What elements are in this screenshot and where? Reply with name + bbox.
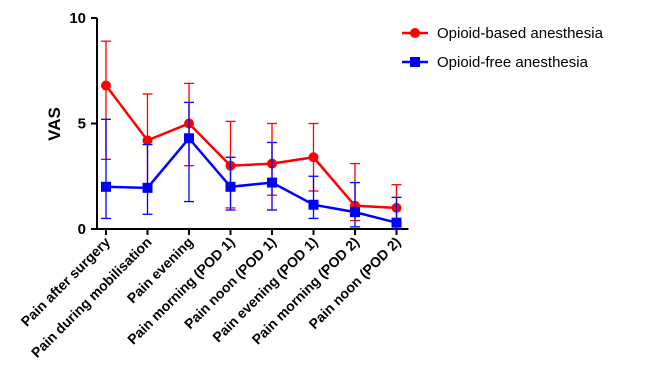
data-point-series-2 <box>350 207 360 218</box>
data-point-series-2 <box>267 177 277 188</box>
y-tick-label: 10 <box>69 10 86 27</box>
series-line-1 <box>105 84 397 210</box>
legend-marker-series-2 <box>410 57 420 67</box>
legend-marker-series-1 <box>410 28 420 38</box>
data-point-series-2 <box>225 181 236 192</box>
y-tick-label: 5 <box>78 116 86 133</box>
data-point-series-2 <box>142 182 153 193</box>
legend-label-series-1: Opioid-based anesthesia <box>437 25 604 42</box>
data-point-series-1 <box>308 152 319 163</box>
y-axis-label: VAS <box>45 107 64 141</box>
data-point-series-2 <box>308 199 319 210</box>
data-point-series-1 <box>142 135 153 146</box>
legend-label-series-2: Opioid-free anesthesia <box>437 54 589 71</box>
data-point-series-2 <box>391 217 402 228</box>
series-line-2 <box>105 136 397 224</box>
data-point-series-2 <box>101 181 111 192</box>
data-point-series-2 <box>184 133 194 144</box>
y-tick-label: 0 <box>78 221 86 238</box>
data-point-series-1 <box>101 80 111 91</box>
